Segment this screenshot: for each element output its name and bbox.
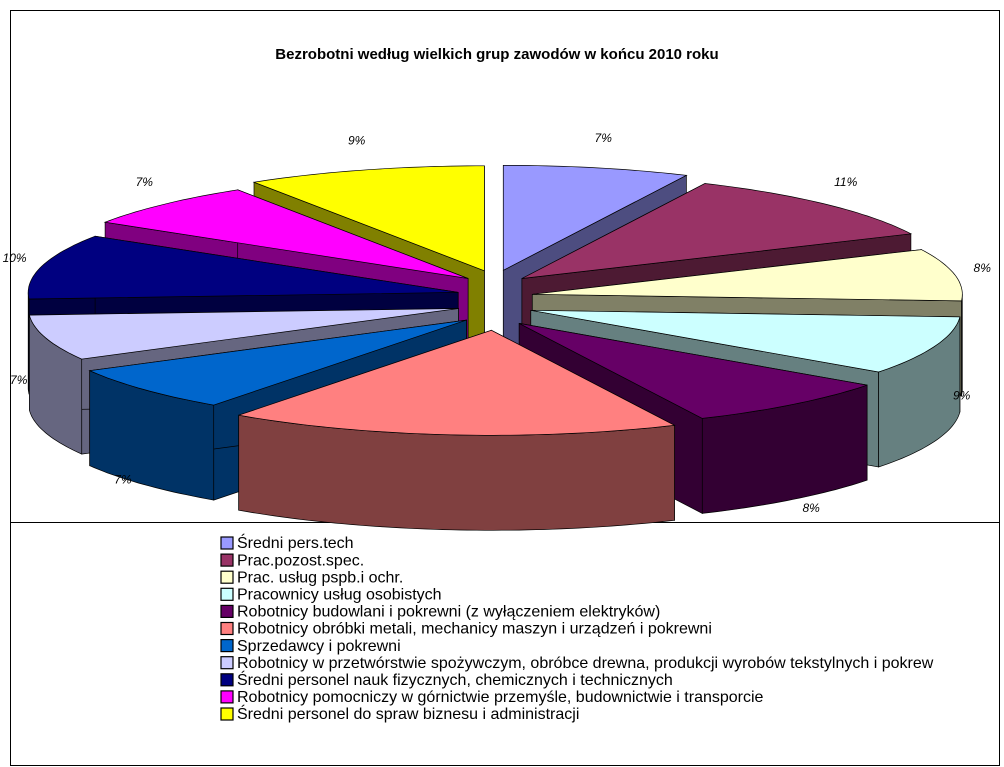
data-label: 9% bbox=[348, 133, 366, 147]
slice-top bbox=[502, 164, 688, 271]
slice-top bbox=[238, 329, 676, 436]
legend-swatch bbox=[220, 638, 234, 653]
legend-swatch bbox=[220, 604, 234, 619]
legend-label: Robotnicy pomocniczy w górnictwie przemy… bbox=[237, 689, 764, 706]
legend-swatch bbox=[220, 621, 234, 636]
slice-top bbox=[88, 319, 467, 406]
data-label: 7% bbox=[114, 472, 132, 486]
legend-swatch bbox=[220, 553, 234, 567]
legend-label: Średni pers.tech bbox=[237, 533, 354, 552]
data-label: 7% bbox=[595, 131, 613, 145]
slice-top bbox=[27, 235, 459, 300]
slice-top bbox=[103, 189, 469, 279]
data-label: 7% bbox=[10, 373, 28, 387]
pie-slice bbox=[238, 329, 676, 531]
legend-label: Pracownicy usług osobistych bbox=[237, 587, 442, 604]
legend-label: Średni personel nauk fizycznych, chemicz… bbox=[237, 670, 673, 689]
data-label: 8% bbox=[974, 261, 992, 275]
legend-label: Średni personel do spraw biznesu i admin… bbox=[237, 704, 579, 723]
slice-wall bbox=[961, 294, 963, 396]
legend-swatch bbox=[220, 570, 234, 584]
data-label: 11% bbox=[834, 175, 857, 189]
legend-swatch bbox=[220, 673, 234, 687]
legend-label: Sprzedawcy i pokrewni bbox=[237, 638, 401, 655]
legend-swatch bbox=[220, 707, 234, 721]
legend-label: Prac.pozost.spec. bbox=[237, 552, 364, 569]
legend-label: Robotnicy budowlani i pokrewni (z wyłącz… bbox=[237, 604, 660, 621]
slice-top bbox=[519, 323, 868, 419]
slice-top bbox=[252, 165, 485, 272]
legend-swatch bbox=[220, 656, 234, 670]
slice-top bbox=[532, 249, 963, 302]
slice-top bbox=[28, 308, 459, 360]
slice-wall bbox=[27, 292, 30, 395]
legend-label: Robotnicy obróbki metali, mechanicy masz… bbox=[237, 621, 712, 638]
legend-swatch bbox=[220, 690, 234, 704]
data-label: 7% bbox=[136, 175, 154, 189]
chart-title: Bezrobotni według wielkich grup zawodów … bbox=[275, 46, 718, 63]
data-label: 9% bbox=[953, 388, 971, 402]
legend-swatch bbox=[220, 587, 234, 601]
legend-label: Robotnicy w przetwórstwie spożywczym, ob… bbox=[237, 655, 934, 672]
data-label: 10% bbox=[3, 251, 27, 265]
legend-label: Prac. usług pspb.i ochr. bbox=[237, 569, 403, 586]
data-label: 8% bbox=[802, 501, 820, 515]
legend-swatch bbox=[220, 536, 234, 550]
slice-top bbox=[530, 309, 961, 373]
slice-top bbox=[521, 183, 913, 279]
